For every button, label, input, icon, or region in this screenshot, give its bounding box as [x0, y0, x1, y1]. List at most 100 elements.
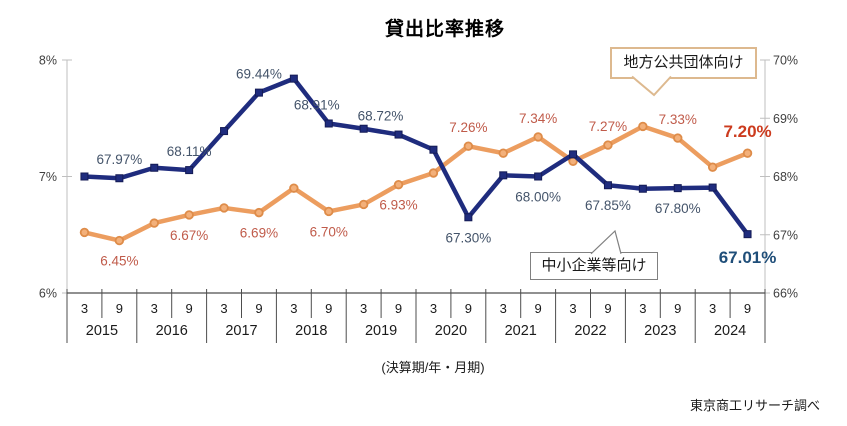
data-point-marker [393, 179, 404, 190]
period-label: 9 [465, 301, 472, 316]
data-point-marker [708, 183, 717, 192]
data-label-emphasis: 67.01% [719, 248, 777, 267]
period-label: 9 [535, 301, 542, 316]
period-label: 3 [500, 301, 507, 316]
data-point-marker [80, 172, 89, 181]
data-label: 69.44% [236, 67, 282, 82]
series-local-government-labels: 6.45% 6.67% 6.69% 6.70% 6.93% 7.26% 7.34% 7.27%… [100, 111, 771, 269]
x-axis-table: 3 9 2015 3 9 2016 3 9 2017 3 9 2018 3 9 2019 3 9 2020 3 9 20… [66, 289, 766, 343]
series-local-government-line [82, 124, 750, 243]
data-point-marker [498, 148, 508, 158]
data-point-marker [254, 88, 263, 97]
data-point-marker [184, 210, 194, 220]
data-point-marker [463, 141, 474, 151]
data-label-emphasis: 7.20% [723, 122, 771, 141]
data-point-marker [707, 162, 718, 172]
period-label: 9 [186, 301, 193, 316]
data-point-marker [359, 124, 368, 133]
data-label: 7.34% [519, 111, 557, 126]
data-point-marker [394, 130, 403, 139]
data-label: 67.97% [96, 152, 142, 167]
data-point-marker [673, 184, 682, 193]
year-label: 2016 [156, 323, 188, 339]
data-point-marker [742, 148, 753, 158]
right-axis-tick-label: 66% [773, 287, 798, 301]
data-point-marker [569, 150, 578, 159]
right-axis-tick-label: 70% [773, 54, 798, 68]
data-point-marker [219, 203, 229, 213]
period-label: 3 [569, 301, 576, 316]
data-point-marker [673, 133, 683, 143]
period-label: 9 [674, 301, 681, 316]
left-axis-tick-label: 7% [39, 170, 57, 184]
callout-local-government: 地方公共団体向け [610, 47, 757, 79]
year-label: 2022 [574, 323, 606, 339]
data-label: 68.11% [167, 144, 212, 159]
year-label: 2015 [86, 323, 118, 339]
data-point-marker [185, 166, 194, 175]
data-label: 7.27% [589, 119, 627, 134]
year-label: 2018 [295, 323, 327, 339]
data-label: 7.33% [659, 112, 697, 127]
series-sme-line [82, 76, 750, 237]
period-label: 3 [220, 301, 227, 316]
period-label: 9 [325, 301, 332, 316]
year-label: 2024 [714, 323, 746, 339]
period-label: 9 [604, 301, 611, 316]
data-point-marker [534, 172, 543, 181]
data-point-marker [289, 183, 299, 193]
callout-sme-label: 中小企業等向け [541, 257, 647, 274]
data-point-marker [428, 168, 439, 178]
data-point-marker [358, 199, 369, 210]
series-sme [80, 74, 752, 239]
data-point-marker [743, 230, 752, 239]
callout-local-government-label: 地方公共団体向け [623, 54, 744, 71]
data-point-marker [603, 140, 613, 150]
data-point-marker [254, 207, 264, 218]
x-axis-caption: (決算期/年・月期) [381, 360, 485, 375]
callout-sme: 中小企業等向け [530, 252, 658, 280]
period-label: 9 [395, 301, 402, 316]
data-point-marker [499, 171, 508, 180]
data-point-marker [464, 213, 473, 222]
data-label: 67.85% [585, 198, 631, 213]
year-label: 2023 [644, 323, 676, 339]
right-axis-tick-label: 68% [773, 170, 798, 184]
right-axis-tick-label: 67% [773, 228, 798, 242]
data-label: 68.72% [358, 109, 404, 124]
left-axis-tick-label: 8% [39, 54, 57, 68]
period-label: 3 [151, 301, 158, 316]
data-label: 6.67% [170, 228, 208, 243]
data-point-marker [220, 127, 229, 136]
right-axis-tick-label: 69% [773, 112, 798, 126]
data-point-marker [533, 132, 543, 142]
year-label: 2021 [505, 323, 537, 339]
series-sme-labels: 67.97% 68.11% 69.44% 68.91% 68.72% 67.30% 68.0… [96, 67, 776, 268]
data-label: 67.80% [655, 201, 701, 216]
period-label: 3 [639, 301, 646, 316]
data-point-marker [603, 181, 612, 190]
year-label: 2017 [225, 323, 257, 339]
data-point-marker [289, 74, 298, 83]
period-label: 3 [709, 301, 716, 316]
data-label: 6.93% [379, 198, 417, 213]
year-label: 2019 [365, 323, 397, 339]
data-point-marker [114, 235, 125, 246]
period-label: 3 [360, 301, 367, 316]
year-label: 2020 [435, 323, 467, 339]
data-point-marker [324, 206, 334, 217]
left-axis: 8% 7% 6% [39, 54, 72, 301]
data-point-marker [638, 121, 648, 132]
series-local-government [79, 121, 753, 246]
period-label: 9 [255, 301, 262, 316]
period-label: 9 [116, 301, 123, 316]
data-label: 6.69% [240, 226, 278, 241]
data-point-marker [638, 184, 647, 193]
data-point-marker [79, 227, 90, 238]
data-label: 6.45% [100, 254, 138, 269]
period-label: 3 [430, 301, 437, 316]
data-point-marker [115, 174, 124, 183]
data-point-marker [150, 163, 159, 172]
